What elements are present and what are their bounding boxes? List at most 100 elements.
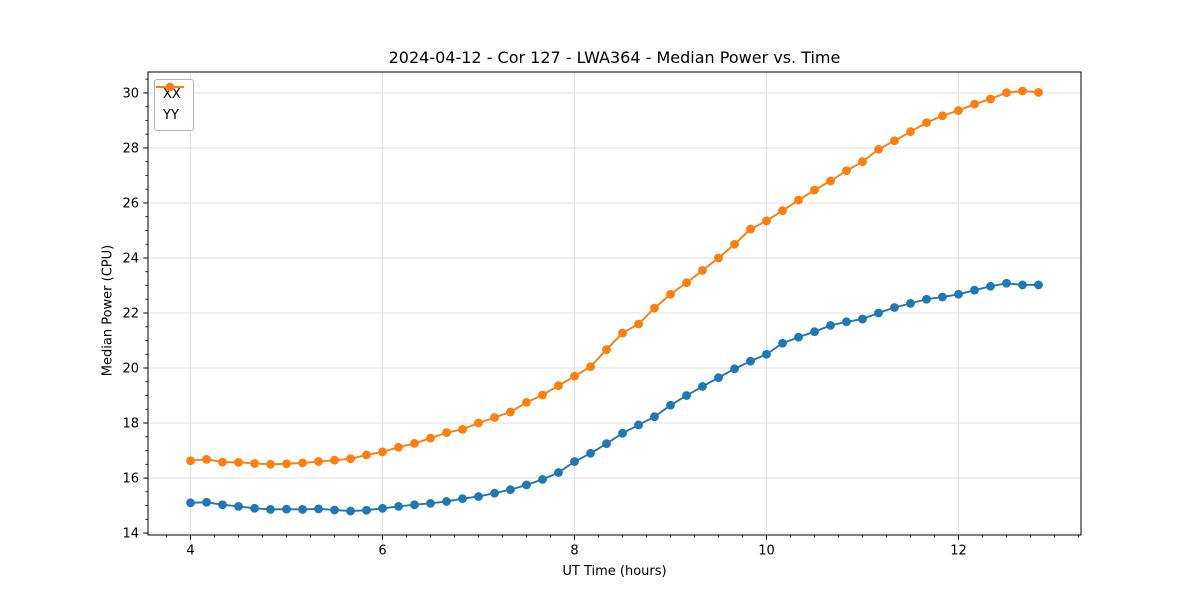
y-tick-label: 14 — [122, 527, 139, 542]
data-point-YY — [474, 418, 483, 428]
data-point-XX — [554, 468, 563, 477]
data-point-YY — [618, 328, 627, 338]
y-tick-label: 26 — [122, 196, 139, 211]
data-point-XX — [842, 317, 851, 327]
data-point-YY — [458, 424, 467, 434]
data-point-XX — [1002, 278, 1011, 288]
data-point-YY — [330, 455, 339, 465]
data-point-XX — [618, 428, 627, 438]
data-point-YY — [602, 345, 611, 354]
data-point-YY — [442, 428, 451, 438]
data-point-XX — [762, 349, 771, 359]
data-point-XX — [218, 500, 227, 510]
data-point-XX — [1018, 280, 1027, 290]
data-point-XX — [986, 281, 995, 291]
data-point-XX — [922, 294, 931, 304]
data-point-YY — [810, 185, 819, 195]
data-point-YY — [922, 118, 931, 128]
data-point-YY — [698, 265, 707, 275]
data-point-XX — [794, 332, 803, 342]
data-point-YY — [490, 413, 499, 422]
data-point-XX — [442, 497, 451, 506]
legend-label: XX — [163, 87, 181, 102]
y-tick-label: 28 — [122, 141, 139, 156]
data-point-YY — [250, 459, 259, 468]
y-tick-label: 30 — [122, 86, 139, 101]
series-line-YY — [190, 90, 1039, 466]
data-point-YY — [218, 457, 227, 467]
data-point-XX — [234, 501, 243, 511]
data-point-XX — [362, 505, 371, 515]
data-point-XX — [394, 501, 403, 511]
data-point-XX — [730, 364, 739, 374]
data-point-YY — [522, 397, 531, 407]
data-point-XX — [186, 498, 195, 508]
data-point-XX — [714, 373, 723, 383]
data-point-YY — [394, 442, 403, 452]
data-point-YY — [890, 136, 899, 146]
data-point-YY — [410, 438, 419, 448]
series-line-XX — [190, 282, 1039, 513]
data-point-YY — [778, 206, 787, 216]
data-point-XX — [858, 314, 867, 324]
data-point-YY — [266, 459, 275, 469]
data-point-XX — [906, 298, 915, 308]
data-point-YY — [378, 447, 387, 457]
data-point-XX — [378, 503, 387, 513]
data-point-YY — [746, 224, 755, 234]
legend-line-sample — [156, 82, 184, 92]
data-point-XX — [698, 382, 707, 391]
data-point-YY — [762, 216, 771, 226]
data-point-YY — [1034, 87, 1043, 97]
data-point-YY — [506, 407, 515, 417]
data-point-YY — [362, 450, 371, 460]
axes-spines — [147, 71, 1082, 536]
data-point-YY — [570, 371, 579, 381]
x-tick-label: 10 — [758, 544, 775, 559]
y-tick-label: 22 — [122, 306, 139, 321]
data-point-YY — [826, 176, 835, 186]
data-point-YY — [714, 253, 723, 263]
data-point-YY — [538, 390, 547, 400]
data-point-XX — [682, 391, 691, 400]
legend: XX YY — [154, 79, 194, 131]
data-point-YY — [954, 106, 963, 115]
legend-label: YY — [163, 108, 179, 123]
data-point-XX — [474, 492, 483, 501]
data-point-YY — [666, 289, 675, 299]
x-tick-label: 8 — [570, 544, 578, 559]
data-point-XX — [330, 505, 339, 515]
data-point-XX — [810, 327, 819, 337]
data-point-YY — [682, 278, 691, 288]
chart-title: 2024-04-12 - Cor 127 - LWA364 - Median P… — [388, 48, 841, 67]
data-point-XX — [250, 503, 259, 513]
data-point-XX — [746, 356, 755, 366]
data-point-YY — [346, 454, 355, 464]
data-point-YY — [634, 319, 643, 329]
data-point-XX — [634, 420, 643, 430]
data-point-YY — [858, 157, 867, 167]
x-tick-label: 4 — [186, 544, 194, 559]
y-tick-label: 16 — [122, 472, 139, 487]
data-point-XX — [570, 457, 579, 466]
data-point-XX — [522, 480, 531, 490]
data-point-YY — [186, 456, 195, 466]
data-point-YY — [794, 195, 803, 205]
y-axis-label: Median Power (CPU) — [100, 244, 116, 377]
data-point-XX — [650, 412, 659, 422]
data-point-YY — [426, 433, 435, 443]
data-point-YY — [938, 111, 947, 121]
data-point-XX — [890, 303, 899, 312]
data-point-XX — [410, 500, 419, 510]
data-point-XX — [298, 505, 307, 514]
data-point-YY — [986, 94, 995, 104]
data-point-YY — [1002, 88, 1011, 98]
data-point-XX — [874, 308, 883, 318]
data-point-XX — [666, 400, 675, 410]
data-point-XX — [314, 504, 323, 514]
data-point-YY — [906, 127, 915, 137]
data-point-YY — [554, 381, 563, 391]
data-point-YY — [586, 362, 595, 372]
data-point-XX — [970, 285, 979, 295]
